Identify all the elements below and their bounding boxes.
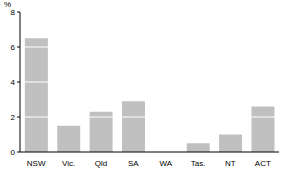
svg-text:WA: WA [159,159,172,168]
svg-text:ACT: ACT [255,159,271,168]
svg-text:SA: SA [128,159,139,168]
svg-text:Tas.: Tas. [191,159,206,168]
svg-text:Vic.: Vic. [62,159,75,168]
svg-text:NSW: NSW [27,159,46,168]
svg-text:2: 2 [11,113,16,122]
svg-text:8: 8 [11,8,16,17]
svg-text:4: 4 [11,78,16,87]
svg-text:6: 6 [11,43,16,52]
svg-text:0: 0 [11,148,16,157]
svg-text:NT: NT [225,159,236,168]
svg-text:Qld: Qld [95,159,107,168]
